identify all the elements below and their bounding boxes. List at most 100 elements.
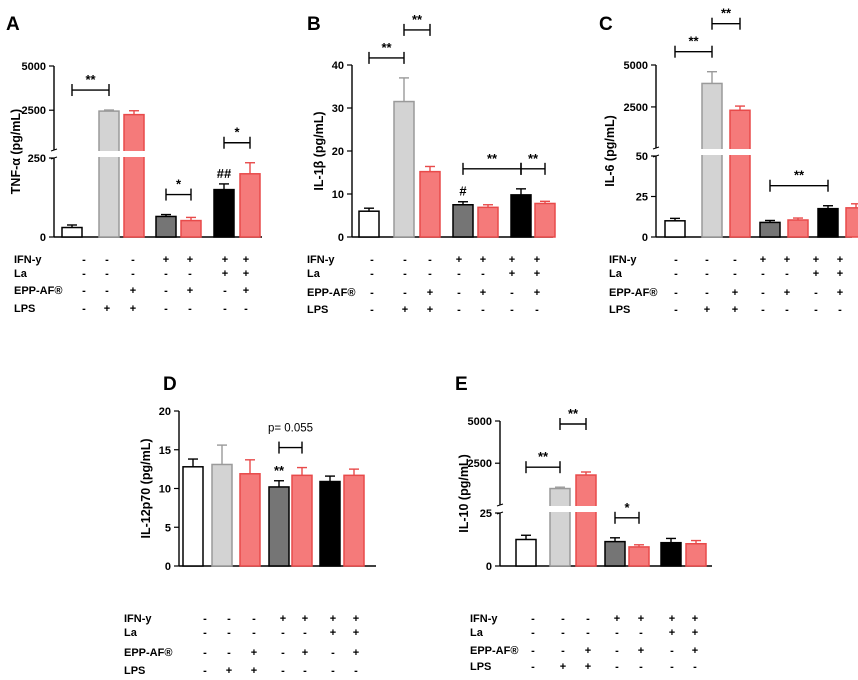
panel-c-bar <box>664 220 686 238</box>
panel-d-condition-symbol: - <box>227 613 231 625</box>
panel-b-condition-symbol: - <box>457 268 461 280</box>
panel-a-condition-symbol: - <box>105 268 109 280</box>
panel-e-condition-label: La <box>470 627 484 639</box>
panel-b-condition-symbol: - <box>481 304 485 316</box>
panel-c-condition-symbol: + <box>837 287 843 299</box>
panel-d-condition-symbol: + <box>353 627 359 639</box>
panel-e-y-tick-label: 0 <box>486 561 492 573</box>
panel-a-condition-symbol: - <box>164 303 168 315</box>
panel-a-condition-symbol: + <box>243 285 249 297</box>
panel-b-bar <box>534 202 556 238</box>
panel-c-condition-label: LPS <box>609 304 630 316</box>
panel-a-y-tick-label: 250 <box>28 153 46 165</box>
panel-e-bar <box>628 546 650 567</box>
panel-b-condition-symbol: - <box>457 287 461 299</box>
panel-c-letter: C <box>599 14 613 35</box>
panel-e-y-tick-label: 25 <box>480 508 492 520</box>
panel-b-significance-label: ** <box>381 40 392 55</box>
panel-a-bar <box>213 188 235 238</box>
panel-d-condition-symbol: - <box>252 613 256 625</box>
panel-d-condition-label: IFN-y <box>124 613 152 625</box>
panel-c-condition-symbol: + <box>813 254 819 266</box>
panel-b-significance-label: ** <box>487 151 498 166</box>
panel-b-condition-symbol: - <box>510 304 514 316</box>
panel-e-letter: E <box>455 374 468 395</box>
panel-a-y-axis-label: TNF-α (pg/mL) <box>9 109 23 194</box>
panel-b-condition-symbol: + <box>456 254 462 266</box>
panel-c-y-tick-label: 2500 <box>624 102 648 114</box>
panel-e-y-tick-label: 5000 <box>468 416 492 428</box>
panel-c-axis-break-mark <box>652 146 660 150</box>
panel-c-condition-symbol: - <box>814 304 818 316</box>
panel-e-significance-label: ** <box>538 449 549 464</box>
panel-d-bar <box>343 474 365 567</box>
panel-c-condition-symbol: - <box>733 268 737 280</box>
panel-e-condition-label: LPS <box>470 661 491 673</box>
panel-e-condition-symbol: - <box>639 627 643 639</box>
panel-d-condition-label: La <box>124 627 138 639</box>
panel-a-condition-symbol: - <box>223 303 227 315</box>
panel-e-condition-symbol: + <box>585 645 591 657</box>
panel-a-condition-symbol: - <box>82 303 86 315</box>
panel-d-bar <box>268 486 290 567</box>
panel-a-bar <box>239 173 261 238</box>
panel-d-bar <box>239 473 261 567</box>
panel-e-condition-symbol: - <box>586 627 590 639</box>
panel-e-axis-break-gap <box>503 506 715 512</box>
panel-d-condition-symbol: - <box>281 665 285 677</box>
panel-d-y-axis-label: IL-12p70 (pg/mL) <box>139 438 153 538</box>
panel-e-condition-symbol: - <box>615 627 619 639</box>
panel-d-condition-symbol: + <box>302 613 308 625</box>
panel-b-condition-symbol: + <box>509 268 515 280</box>
panel-c-y-tick-label: 5000 <box>624 60 648 72</box>
panel-d-condition-symbol: - <box>252 627 256 639</box>
panel-b-condition-symbol: - <box>510 287 514 299</box>
panel-c-condition-label: La <box>609 268 623 280</box>
panel-a-condition-symbol: - <box>188 303 192 315</box>
panel-a-condition-symbol: + <box>104 303 110 315</box>
panel-b-condition-label: LPS <box>307 304 328 316</box>
panel-a-y-tick-label: 2500 <box>22 105 46 117</box>
panel-b-condition-symbol: + <box>534 287 540 299</box>
panel-e-condition-symbol: - <box>531 645 535 657</box>
panel-d-bar-mark: ** <box>274 463 285 478</box>
panel-e-significance-label: ** <box>568 406 579 421</box>
panel-b-significance-label: ** <box>528 151 539 166</box>
panel-b-y-axis-label: IL-1β (pg/mL) <box>312 111 326 190</box>
panel-c-condition-symbol: - <box>733 254 737 266</box>
panel-b-y-tick-label: 10 <box>332 189 344 201</box>
panel-d-condition-symbol: - <box>331 665 335 677</box>
panel-c-condition-symbol: + <box>732 287 738 299</box>
panel-d-condition-symbol: + <box>226 665 232 677</box>
panel-c-condition-symbol: + <box>813 268 819 280</box>
panel-b-condition-symbol: + <box>480 254 486 266</box>
panel-d-bar <box>291 474 313 567</box>
panel-c-condition-label: IFN-y <box>609 254 637 266</box>
panel-d-condition-symbol: - <box>303 627 307 639</box>
panel-a-condition-label: La <box>14 268 28 280</box>
panel-b-condition-symbol: - <box>428 268 432 280</box>
panel-c-y-axis-label: IL-6 (pg/mL) <box>603 115 617 187</box>
panel-d-condition-symbol: + <box>302 647 308 659</box>
panel-d-condition-label: EPP-AF® <box>124 647 172 659</box>
panel-d-condition-label: LPS <box>124 665 145 677</box>
panel-d-condition-symbol: - <box>331 647 335 659</box>
panel-d-y-tick-label: 20 <box>159 406 171 418</box>
panel-d-condition-symbol: - <box>303 665 307 677</box>
panel-a-condition-symbol: - <box>188 268 192 280</box>
panel-e-condition-symbol: - <box>639 661 643 673</box>
panel-e-condition-symbol: + <box>560 661 566 673</box>
panel-c-bar <box>787 219 809 238</box>
panel-b-bar-mark: # <box>459 184 467 199</box>
panel-d-condition-symbol: - <box>354 665 358 677</box>
panel-c-condition-symbol: - <box>814 287 818 299</box>
panel-c-condition-symbol: - <box>674 287 678 299</box>
panel-a-condition-label: IFN-y <box>14 254 42 266</box>
panel-a-condition-symbol: + <box>222 268 228 280</box>
panel-b-condition-symbol: - <box>370 287 374 299</box>
panel-e-bar <box>515 538 537 567</box>
panel-e-bar <box>575 474 597 567</box>
panel-c-condition-symbol: - <box>785 304 789 316</box>
panel-e-condition-symbol: - <box>693 661 697 673</box>
